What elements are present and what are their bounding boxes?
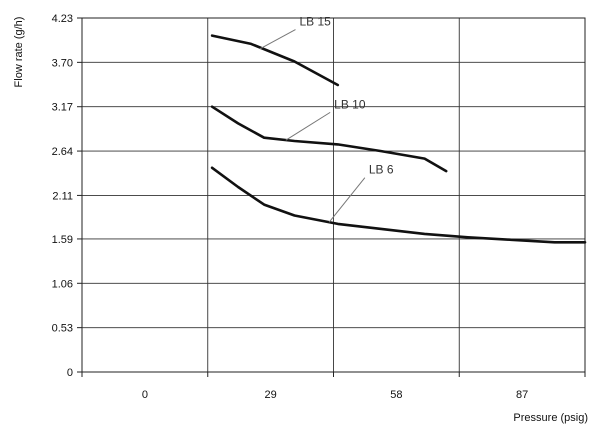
series-labels: LB 15 LB 10 LB 6 — [259, 15, 394, 223]
y-tick-label: 1.06 — [52, 278, 73, 290]
y-tick-label: 0 — [67, 367, 73, 379]
y-tick-label: 2.64 — [52, 146, 73, 158]
series-label-1: LB 10 — [334, 97, 366, 111]
x-tick-label: 58 — [390, 389, 402, 401]
y-tick-label: 0.53 — [52, 323, 73, 335]
x-axis-label: Pressure (psig) — [513, 412, 588, 424]
series-leader-2 — [328, 177, 366, 223]
x-tick-label: 29 — [265, 389, 277, 401]
series-label-0: LB 15 — [299, 15, 331, 29]
series-label-2: LB 6 — [369, 163, 394, 177]
x-tick-label: 87 — [516, 389, 528, 401]
series-line-1 — [210, 105, 448, 173]
series-leader-1 — [285, 111, 331, 141]
series-line-0 — [210, 34, 340, 87]
axes — [77, 17, 586, 377]
y-tick-label: 2.11 — [52, 190, 73, 202]
series-line-2 — [210, 166, 587, 244]
series-leader-0 — [259, 29, 296, 50]
x-tick-label: 0 — [142, 389, 148, 401]
y-tick-label: 1.59 — [52, 234, 73, 246]
y-axis-label: Flow rate (g/h) — [13, 17, 25, 88]
y-tick-label: 3.70 — [52, 57, 73, 69]
grid — [82, 18, 585, 372]
series-lines — [210, 34, 587, 244]
y-tick-label: 4.23 — [52, 13, 73, 25]
y-tick-labels: 0 0.53 1.06 1.59 2.11 2.64 3.17 3.70 4.23 — [52, 13, 73, 379]
x-tick-labels: 0 29 58 87 — [142, 389, 528, 401]
y-tick-label: 3.17 — [52, 102, 73, 114]
